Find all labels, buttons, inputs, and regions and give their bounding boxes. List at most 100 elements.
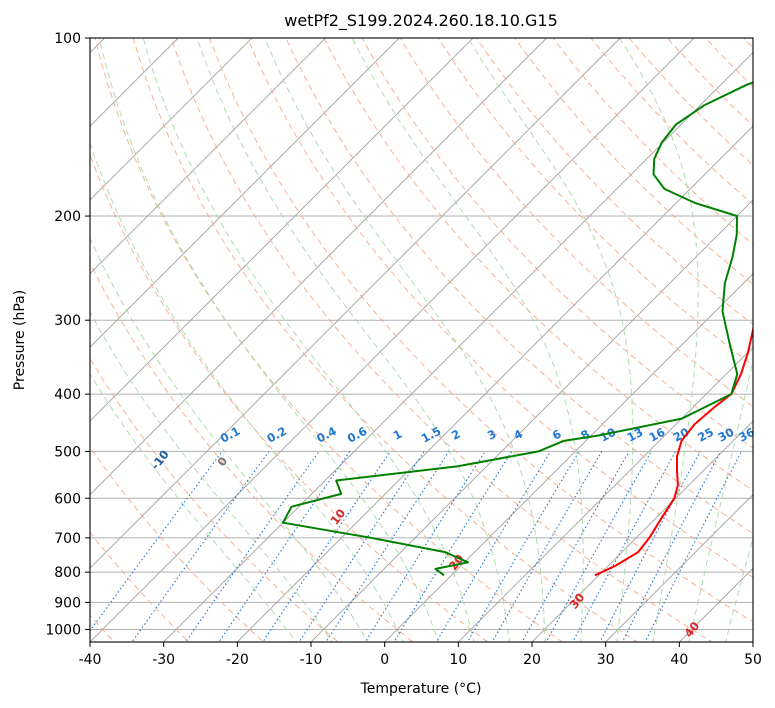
mixing-ratio-line — [218, 451, 351, 642]
dry-adiabat-label: 0 — [214, 454, 230, 469]
mixing-ratio-label: 0.6 — [345, 424, 370, 446]
mixing-ratio-label: 8 — [578, 427, 592, 443]
temperature-profile-line — [594, 326, 753, 577]
dry-adiabat-line — [90, 261, 414, 642]
isotherm-line — [90, 38, 695, 642]
dry-adiabat-line — [285, 38, 753, 535]
isotherm-line — [0, 11, 58, 654]
mixing-ratio-label: 20 — [671, 425, 692, 445]
plot-area: 0.10.20.40.611.52346810131620253036-100-… — [0, 11, 775, 654]
moist-adiabat-line — [467, 38, 634, 642]
y-tick-label: 200 — [54, 209, 81, 225]
mixing-ratio-label: 2 — [449, 427, 463, 443]
moist-adiabat-line — [90, 141, 404, 642]
dry-adiabat-line — [170, 38, 713, 642]
isotherm-line — [90, 38, 327, 275]
mixing-ratio-label: 10 — [597, 425, 618, 445]
dry-adiabat-line — [628, 38, 753, 166]
y-tick-label: 700 — [54, 531, 81, 547]
y-tick-label: 1000 — [45, 622, 81, 638]
dry-adiabat-label: -20 — [57, 403, 81, 428]
dry-adiabat-line — [247, 38, 753, 578]
x-tick-label: -30 — [152, 652, 175, 668]
x-tick-label: -10 — [300, 652, 323, 668]
isotherm-line — [752, 641, 753, 642]
mixing-ratio-label: 1 — [391, 427, 405, 443]
mixing-ratio-line — [131, 451, 270, 642]
x-tick-label: 20 — [523, 652, 541, 668]
dry-adiabat-line — [132, 38, 638, 642]
isotherm-line — [457, 346, 753, 642]
mixing-ratio-label: 30 — [716, 425, 737, 445]
moist-adiabat-line — [90, 236, 369, 642]
dry-adiabat-line — [666, 38, 753, 127]
isotherm-line — [236, 125, 753, 642]
y-tick-label: 400 — [54, 387, 81, 403]
dry-adiabat-line — [94, 38, 564, 642]
dry-adiabat-line — [476, 38, 753, 326]
y-tick-label: 500 — [54, 444, 81, 460]
y-tick-label: 600 — [54, 491, 81, 507]
x-tick-label: -40 — [79, 652, 102, 668]
mixing-ratio-line — [393, 451, 513, 642]
moist-adiabat-line — [619, 38, 699, 642]
x-tick-label: 10 — [449, 652, 467, 668]
dry-adiabat-line — [90, 153, 489, 642]
moist-adiabat-line — [90, 310, 333, 642]
isotherm-line — [531, 420, 753, 642]
y-tick-label: 800 — [54, 565, 81, 581]
mixing-ratio-label: 1.5 — [419, 424, 444, 446]
mixing-ratio-label: 0.1 — [218, 424, 243, 446]
isotherm-line — [90, 38, 548, 496]
isotherm-line — [90, 38, 621, 569]
isotherm-line — [678, 567, 753, 642]
x-tick-label: 0 — [380, 652, 389, 668]
dry-adiabat-line — [590, 38, 753, 206]
dry-adiabat-line — [755, 11, 775, 654]
axes-layer: -40 -30 -20 -10 0 10 20 30 40 5010020030040050060… — [45, 31, 762, 668]
dry-adiabat-line — [90, 446, 265, 642]
mixing-ratio-line — [325, 451, 450, 642]
y-tick-label: 300 — [54, 313, 81, 329]
moist-adiabat-line — [688, 356, 753, 642]
mixing-ratio-label: 6 — [550, 427, 564, 443]
isotherm-line — [90, 38, 474, 422]
dry-adiabat-line — [361, 38, 753, 449]
mixing-ratio-label: 4 — [511, 427, 525, 443]
chart-title: wetPf2_S199.2024.260.18.10.G15 — [284, 11, 558, 31]
moist-adiabat-line — [196, 38, 510, 642]
moist-adiabat-line — [725, 535, 753, 642]
mixing-ratio-label: 36 — [736, 425, 757, 445]
mixing-ratio-line — [466, 451, 580, 642]
mixing-ratio-line — [185, 451, 320, 642]
mixing-ratio-line — [644, 451, 742, 642]
mixing-ratio-line — [545, 451, 652, 642]
x-tick-label: -20 — [226, 652, 249, 668]
dry-adiabat-line — [399, 38, 753, 408]
moist-adiabat-line — [142, 38, 475, 642]
isotherm-line — [90, 38, 179, 127]
isotherm-line — [90, 38, 253, 201]
dry-adiabat-line — [437, 38, 753, 366]
x-tick-label: 40 — [670, 652, 688, 668]
x-axis-label: Temperature (°C) — [360, 681, 482, 697]
y-tick-label: 900 — [54, 595, 81, 611]
mixing-ratio-label: 0.4 — [314, 424, 339, 446]
isotherm-line — [310, 199, 753, 642]
isotherm-line — [383, 272, 753, 642]
y-tick-label: 100 — [54, 31, 81, 47]
dewpoint-profile-line — [281, 81, 753, 577]
x-tick-label: 50 — [744, 652, 762, 668]
mixing-ratio-line — [262, 451, 391, 642]
mixing-ratio-label: 25 — [695, 425, 716, 445]
plot-frame — [89, 37, 754, 643]
moist-adiabat-line — [351, 38, 584, 642]
dry-adiabat-line — [90, 357, 340, 642]
dry-adiabat-label: 30 — [567, 590, 588, 611]
mixing-ratio-line — [435, 451, 552, 642]
mixing-ratio-label: 0.2 — [264, 424, 289, 446]
mixing-ratio-label: 16 — [647, 425, 668, 445]
mixing-ratio-line — [298, 451, 425, 642]
y-axis-label: Pressure (hPa) — [12, 290, 28, 390]
